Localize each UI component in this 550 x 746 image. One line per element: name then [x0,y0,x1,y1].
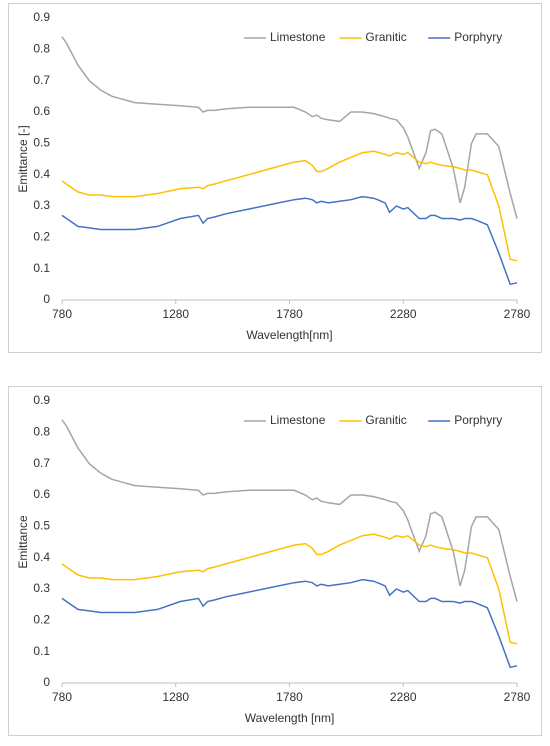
legend-label: Limestone [270,413,326,427]
data-line [61,36,518,219]
y-tick-label: 0.9 [33,10,50,24]
y-tick-label: 0.1 [33,644,50,658]
x-tick-label: 2280 [390,307,417,321]
legend-label: Porphyry [454,30,502,44]
chart-frame [8,386,542,736]
y-tick-label: 0.1 [33,261,50,275]
data-line [61,578,518,669]
y-tick-label: 0.2 [33,230,50,244]
y-tick-label: 0.3 [33,198,50,212]
x-tick-label: 1780 [276,307,303,321]
x-tick-label: 2780 [504,690,531,704]
x-axis-label: Wavelength[nm] [246,328,332,342]
x-tick-label: 2780 [504,307,531,321]
x-tick-label: 1780 [276,690,303,704]
y-tick-label: 0.2 [33,613,50,627]
data-line [61,533,518,645]
data-line [61,419,518,602]
y-tick-label: 0.5 [33,519,50,533]
x-axis-label: Wavelength [nm] [245,711,335,725]
y-tick-label: 0.4 [33,550,50,564]
y-tick-label: 0.5 [33,136,50,150]
data-line [61,150,518,262]
y-tick-label: 0 [43,675,50,689]
y-axis-label: Emittance [16,515,30,569]
y-tick-label: 0.9 [33,393,50,407]
x-tick-label: 2280 [390,690,417,704]
legend-label: Granitic [365,30,406,44]
chart: 0 0.1 0.2 0.3 0.4 0.5 0.6 0.7 0.8 0.9 780 1280 1780 2… [8,386,542,736]
y-tick-label: 0.8 [33,425,50,439]
chart-frame [8,3,542,353]
y-tick-label: 0.4 [33,167,50,181]
x-tick-label: 780 [52,307,72,321]
y-axis-label: Emittance [-] [16,125,30,192]
y-tick-label: 0.8 [33,42,50,56]
y-tick-label: 0 [43,292,50,306]
x-tick-label: 1280 [162,307,189,321]
data-line [61,195,518,286]
chart: 0 0.1 0.2 0.3 0.4 0.5 0.6 0.7 0.8 0.9 780 1280 1780 2… [8,3,542,353]
x-tick-label: 1280 [162,690,189,704]
y-tick-label: 0.7 [33,456,50,470]
legend-label: Porphyry [454,413,502,427]
legend-label: Granitic [365,413,406,427]
y-tick-label: 0.6 [33,487,50,501]
legend-label: Limestone [270,30,326,44]
y-tick-label: 0.3 [33,581,50,595]
y-tick-label: 0.7 [33,73,50,87]
y-tick-label: 0.6 [33,104,50,118]
x-tick-label: 780 [52,690,72,704]
